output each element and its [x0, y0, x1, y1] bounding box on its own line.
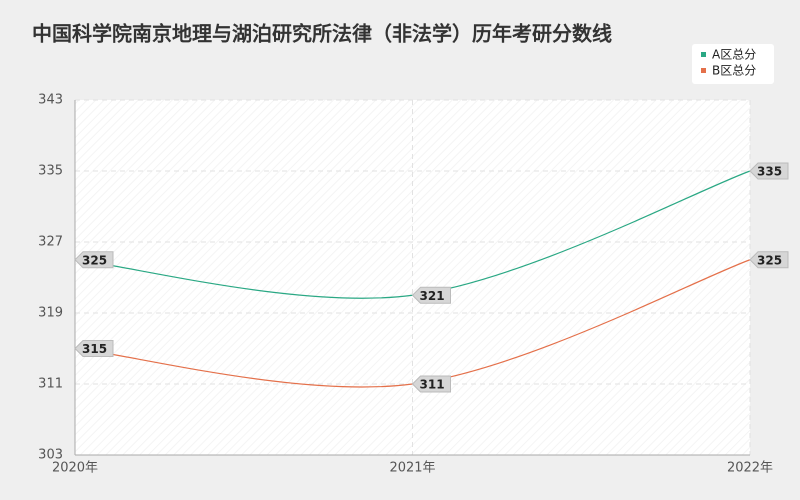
legend-swatch — [701, 68, 706, 73]
data-label: 321 — [420, 289, 445, 303]
plot-area — [75, 100, 750, 455]
x-tick-label: 2022年 — [727, 461, 773, 476]
y-tick-label: 303 — [38, 448, 63, 463]
data-label-box — [411, 375, 451, 393]
y-tick-label: 327 — [38, 235, 63, 250]
legend-label: A区总分 — [712, 48, 756, 62]
x-tick-label: 2020年 — [52, 461, 98, 476]
legend-swatch — [701, 52, 706, 57]
y-tick-label: 311 — [38, 377, 63, 392]
data-label-box — [749, 251, 789, 269]
x-tick-label: 2021年 — [389, 461, 435, 476]
y-tick-label: 335 — [38, 164, 63, 179]
data-label-box — [74, 251, 114, 269]
data-label: 325 — [757, 253, 782, 267]
data-label: 311 — [420, 378, 445, 392]
chart-title: 中国科学院南京地理与湖泊研究所法律（非法学）历年考研分数线 — [32, 22, 612, 46]
data-label-box — [749, 162, 789, 180]
y-tick-label: 319 — [38, 306, 63, 321]
y-tick-label: 343 — [38, 93, 63, 108]
data-label-box — [411, 286, 451, 304]
data-label: 335 — [757, 165, 782, 179]
data-label-box — [74, 340, 114, 357]
legend-box — [692, 44, 774, 84]
data-label: 315 — [82, 342, 107, 356]
legend-label: B区总分 — [712, 64, 756, 78]
data-label: 325 — [82, 253, 107, 267]
